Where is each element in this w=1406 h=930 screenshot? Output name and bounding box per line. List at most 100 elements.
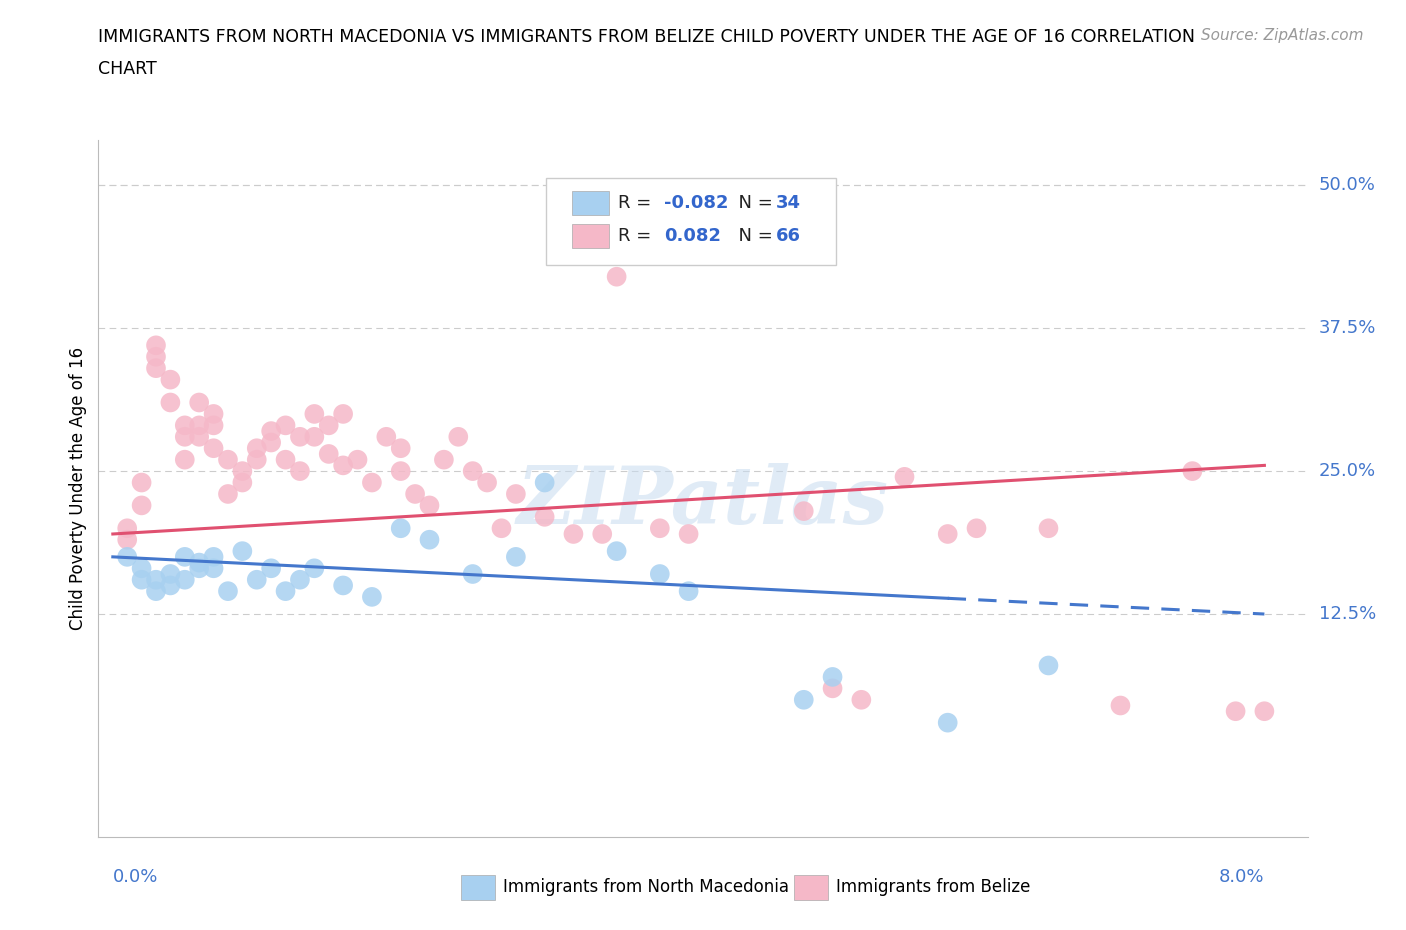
Point xyxy=(217,486,239,501)
Point xyxy=(1109,698,1132,713)
Point xyxy=(202,441,225,456)
Point xyxy=(361,590,384,604)
Point xyxy=(591,526,613,541)
Point xyxy=(389,521,412,536)
Point xyxy=(202,550,225,565)
FancyBboxPatch shape xyxy=(572,224,609,247)
FancyBboxPatch shape xyxy=(793,875,828,900)
Text: N =: N = xyxy=(727,227,779,245)
Point xyxy=(188,418,211,432)
Point xyxy=(231,475,253,490)
Point xyxy=(145,338,167,352)
Point xyxy=(173,430,195,445)
Point xyxy=(936,715,959,730)
Point xyxy=(131,475,153,490)
Point xyxy=(361,475,384,490)
FancyBboxPatch shape xyxy=(572,192,609,215)
Point xyxy=(131,498,153,512)
Point xyxy=(606,544,628,559)
Point xyxy=(202,406,225,421)
Text: R =: R = xyxy=(619,194,658,212)
Point xyxy=(648,521,671,536)
Point xyxy=(793,692,815,707)
Point xyxy=(188,395,211,410)
Point xyxy=(562,526,585,541)
Text: 34: 34 xyxy=(776,194,800,212)
Point xyxy=(851,692,873,707)
Point xyxy=(404,486,426,501)
Point xyxy=(461,464,484,479)
Point xyxy=(274,452,297,467)
Point xyxy=(304,561,326,576)
Text: 66: 66 xyxy=(776,227,800,245)
Point xyxy=(173,452,195,467)
Point xyxy=(260,424,283,439)
Point xyxy=(1253,704,1275,719)
Point xyxy=(318,446,340,461)
Point xyxy=(115,521,138,536)
Point xyxy=(491,521,513,536)
Point xyxy=(533,475,555,490)
Point xyxy=(159,372,181,387)
Text: Immigrants from North Macedonia: Immigrants from North Macedonia xyxy=(503,878,790,897)
Point xyxy=(433,452,456,467)
Point xyxy=(246,572,269,587)
Point xyxy=(505,486,527,501)
Point xyxy=(173,418,195,432)
Text: CHART: CHART xyxy=(98,60,157,78)
Point xyxy=(1038,521,1060,536)
Point xyxy=(288,430,311,445)
Point xyxy=(304,430,326,445)
Point xyxy=(332,578,354,593)
Point xyxy=(936,526,959,541)
Point xyxy=(505,550,527,565)
Point xyxy=(188,430,211,445)
Point xyxy=(475,475,498,490)
Text: 0.082: 0.082 xyxy=(664,227,721,245)
Text: 12.5%: 12.5% xyxy=(1319,605,1376,623)
Point xyxy=(288,572,311,587)
Point xyxy=(159,566,181,581)
Point xyxy=(260,435,283,450)
FancyBboxPatch shape xyxy=(546,178,837,265)
Text: 50.0%: 50.0% xyxy=(1319,177,1375,194)
Point xyxy=(159,578,181,593)
Point xyxy=(246,441,269,456)
Point xyxy=(145,584,167,599)
Point xyxy=(418,498,440,512)
Point xyxy=(217,584,239,599)
Point xyxy=(188,555,211,570)
Point xyxy=(260,561,283,576)
Point xyxy=(793,504,815,519)
Point xyxy=(231,464,253,479)
Point xyxy=(131,572,153,587)
Text: Immigrants from Belize: Immigrants from Belize xyxy=(837,878,1031,897)
Point xyxy=(821,681,844,696)
Point xyxy=(447,430,470,445)
Point xyxy=(678,526,700,541)
Text: N =: N = xyxy=(727,194,779,212)
Point xyxy=(461,566,484,581)
Text: 25.0%: 25.0% xyxy=(1319,462,1376,480)
Point xyxy=(115,550,138,565)
Point xyxy=(606,270,628,285)
Text: IMMIGRANTS FROM NORTH MACEDONIA VS IMMIGRANTS FROM BELIZE CHILD POVERTY UNDER TH: IMMIGRANTS FROM NORTH MACEDONIA VS IMMIG… xyxy=(98,28,1195,46)
Point xyxy=(115,532,138,547)
Point xyxy=(202,418,225,432)
Point xyxy=(1038,658,1060,673)
Point xyxy=(678,584,700,599)
Point xyxy=(821,670,844,684)
Point xyxy=(389,441,412,456)
Text: R =: R = xyxy=(619,227,664,245)
Point xyxy=(1225,704,1247,719)
Point xyxy=(173,572,195,587)
Y-axis label: Child Poverty Under the Age of 16: Child Poverty Under the Age of 16 xyxy=(69,347,87,630)
Point xyxy=(318,418,340,432)
Point xyxy=(217,452,239,467)
Point xyxy=(274,584,297,599)
Point xyxy=(389,464,412,479)
Point xyxy=(173,550,195,565)
Text: -0.082: -0.082 xyxy=(664,194,728,212)
Point xyxy=(533,510,555,525)
Point xyxy=(274,418,297,432)
